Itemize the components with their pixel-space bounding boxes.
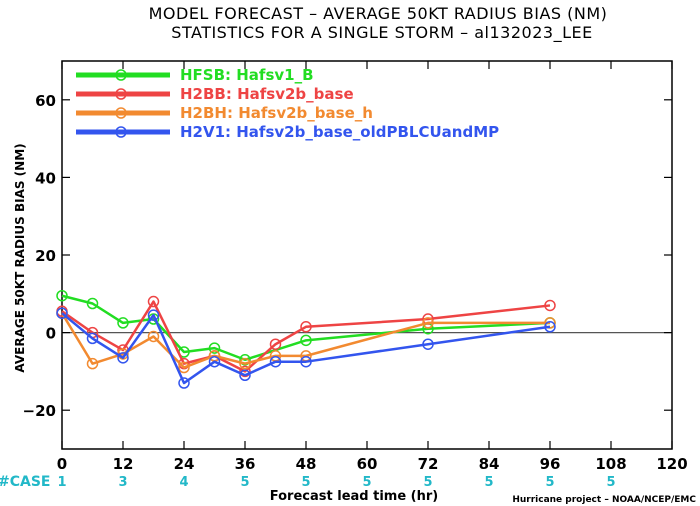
data-point [117,352,129,364]
data-point [178,361,190,374]
data-point [269,355,282,368]
legend-marker [115,107,127,119]
x-tick-label: 108 [595,455,626,473]
data-point [208,355,221,368]
data-point [56,307,68,319]
case-count: 5 [423,475,432,490]
data-point [86,297,99,310]
y-tick-label: 20 [35,247,56,265]
legend-label: HFSB: Hafsv1_B [180,66,314,84]
y-tick-label: 0 [46,325,56,343]
x-tick-label: 96 [540,455,561,473]
x-tick-label: 12 [113,455,134,473]
data-point [300,355,312,368]
case-count: 5 [240,475,249,490]
data-point [147,295,160,308]
case-count: 5 [606,475,615,490]
legend-label: H2BB: Hafsv2b_base [180,85,354,103]
x-axis-ticks: 0 12 24 36 48 60 72 84 96 108 120 [57,61,688,473]
legend-marker [115,69,127,81]
series-line [61,294,551,362]
legend-entry: H2BH: Hafsv2b_base_h [76,104,373,122]
data-point [56,289,68,302]
data-point [544,299,556,312]
y-axis-label: AVERAGE 50KT RADIUS BIAS (NM) [13,143,27,372]
legend-entry: H2BB: Hafsv2b_base [76,85,354,103]
case-row-label: #CASE [0,474,51,490]
case-count: 5 [545,475,554,490]
data-point [147,330,160,343]
x-tick-label: 60 [357,455,378,473]
credit-text: Hurricane project – NOAA/NCEP/EMC [512,495,696,505]
data-point [422,338,434,350]
data-point [86,357,99,370]
y-tick-label: 40 [35,169,56,187]
series-layer [56,289,556,389]
data-point [86,332,99,345]
legend-label: H2V1: Hafsv2b_base_oldPBLCUandMP [180,123,499,141]
data-point [117,317,129,329]
x-tick-label: 36 [235,455,256,473]
y-tick-label: −20 [23,402,56,420]
legend-entry: HFSB: Hafsv1_B [76,66,314,84]
legend-marker [115,88,127,100]
data-point [178,377,190,389]
x-tick-label: 24 [174,455,195,473]
y-tick-label: 60 [35,92,56,110]
data-point [239,357,251,370]
data-point [544,321,556,333]
chart-subtitle: STATISTICS FOR A SINGLE STORM – al132023… [171,23,592,43]
x-tick-label: 0 [57,455,67,473]
case-row: 1 3 4 5 5 5 5 5 5 5 [57,475,615,490]
case-count: 5 [301,475,310,490]
case-count: 5 [484,475,493,490]
series [56,307,556,389]
case-count: 5 [362,475,371,490]
x-tick-label: 48 [296,455,317,473]
data-point [300,334,312,347]
case-count: 1 [57,475,66,490]
x-tick-label: 72 [418,455,439,473]
legend-marker [115,126,127,138]
data-point [147,309,160,321]
case-count: 4 [179,475,188,490]
legend-label: H2BH: Hafsv2b_base_h [180,104,373,122]
data-point [300,321,312,333]
x-tick-label: 84 [479,455,500,473]
x-axis-label: Forecast lead time (hr) [270,489,438,504]
x-tick-label: 120 [656,455,687,473]
data-point [422,317,434,329]
case-count: 3 [118,475,127,490]
data-point [239,369,251,382]
legend-entry: H2V1: Hafsv2b_base_oldPBLCUandMP [76,123,499,141]
series-line [60,312,550,369]
chart-title: MODEL FORECAST – AVERAGE 50KT RADIUS BIA… [149,4,608,23]
series-line [61,312,551,385]
data-point [269,338,282,350]
data-point [208,342,221,354]
y-axis-ticks: −20 0 20 40 60 [23,92,672,420]
